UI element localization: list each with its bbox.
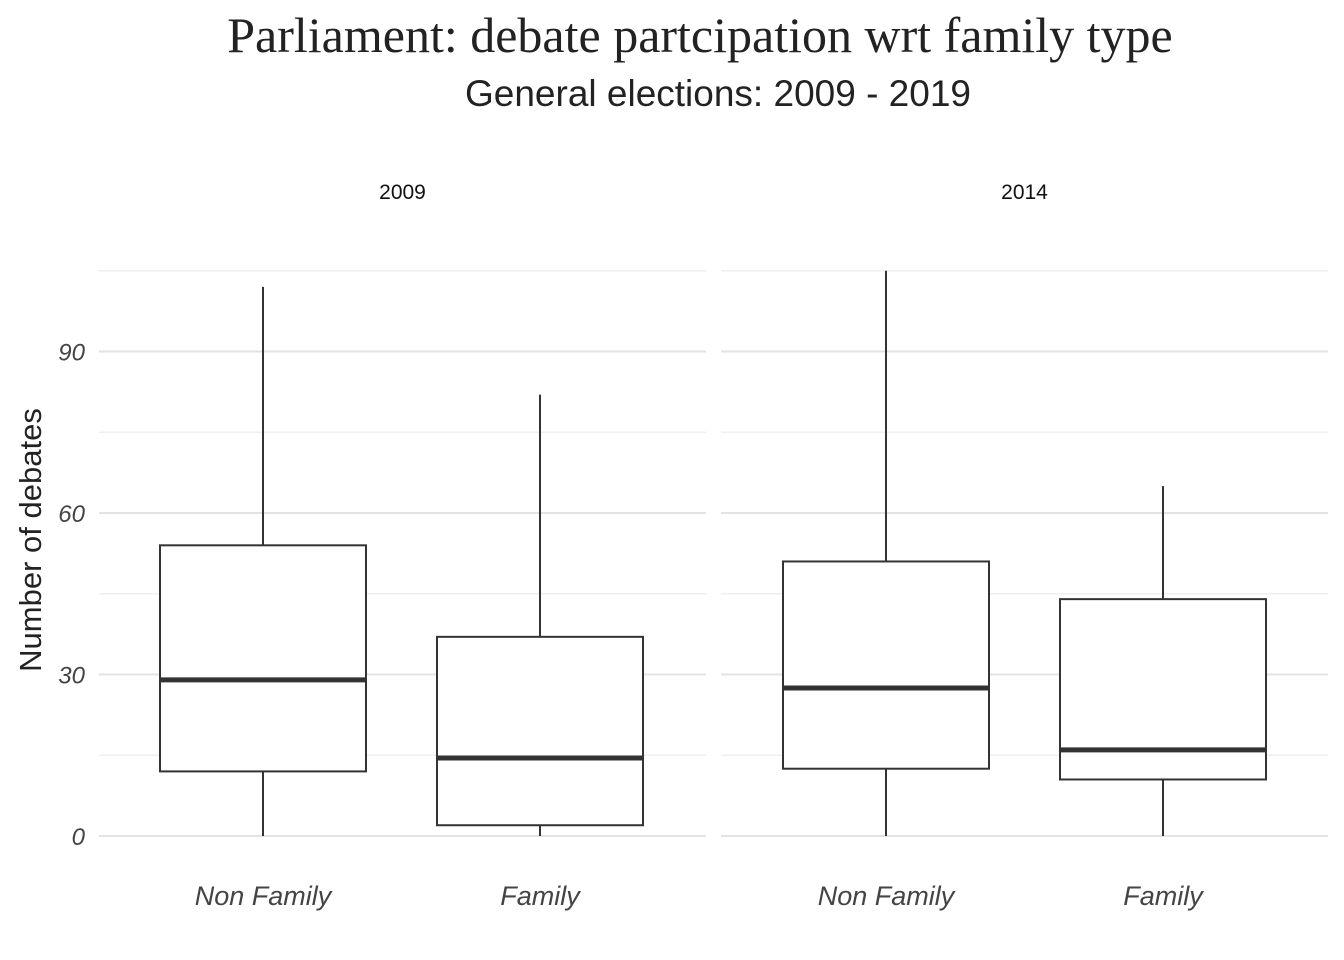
y-tick-label: 30 <box>58 663 85 690</box>
y-axis-label: Number of debates <box>13 408 48 672</box>
chart-subtitle: General elections: 2009 - 2019 <box>465 73 971 114</box>
box <box>159 544 367 773</box>
x-tick-label: Non Family <box>195 881 333 911</box>
box <box>436 635 644 827</box>
y-tick-label: 60 <box>58 501 85 528</box>
panel-strip-label: 2014 <box>1001 181 1048 204</box>
x-tick-label: Family <box>1123 881 1204 911</box>
y-tick-label: 90 <box>58 340 85 367</box>
chart-title: Parliament: debate partcipation wrt fami… <box>227 7 1173 63</box>
y-tick-label: 0 <box>72 824 86 851</box>
box <box>1059 598 1267 781</box>
box <box>782 560 990 770</box>
panel-strip-label: 2009 <box>379 181 426 204</box>
x-tick-label: Family <box>500 881 581 911</box>
plot-area: 2009 Non Family Family 2014 Non Family Family… <box>58 181 1328 911</box>
x-tick-label: Non Family <box>818 881 956 911</box>
